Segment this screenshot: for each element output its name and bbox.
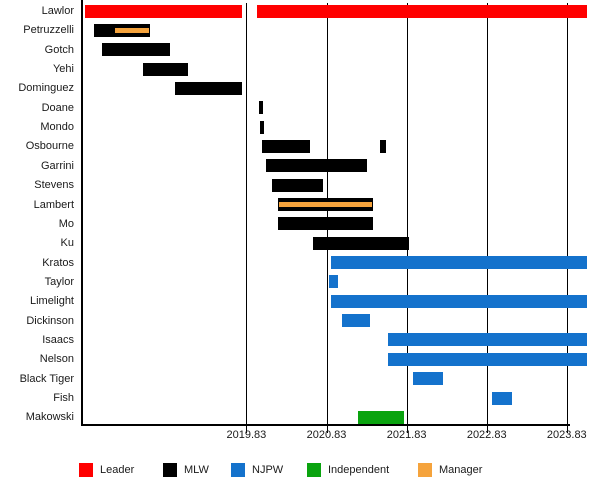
bar-doane bbox=[259, 101, 264, 115]
row-label-mo: Mo bbox=[58, 217, 74, 230]
row-label-petruzzelli: Petruzzelli bbox=[23, 24, 74, 37]
x-tick-2020.83 bbox=[326, 424, 328, 433]
row-label-limelight: Limelight bbox=[29, 295, 74, 308]
bar-dickinson bbox=[341, 314, 370, 328]
x-tick-2023.83 bbox=[566, 424, 568, 433]
row-label-doane: Doane bbox=[41, 101, 74, 114]
bar-lawlor bbox=[256, 4, 587, 18]
row-label-dominguez: Dominguez bbox=[18, 82, 74, 95]
bar-dominguez bbox=[175, 81, 243, 95]
row-label-lawlor: Lawlor bbox=[41, 5, 74, 17]
row-label-ku: Ku bbox=[60, 237, 74, 250]
overlay-manager-lambert bbox=[279, 202, 373, 207]
y-axis-line bbox=[81, 0, 83, 425]
row-label-garrini: Garrini bbox=[40, 159, 74, 172]
legend-label-independent: Independent bbox=[328, 464, 390, 476]
gridline-2023.83 bbox=[566, 3, 568, 424]
x-axis-line bbox=[81, 424, 570, 426]
x-tick-label: 2022.83 bbox=[466, 429, 507, 441]
legend-swatch-manager bbox=[418, 463, 432, 477]
bar-nelson bbox=[388, 352, 587, 366]
bar-yehi bbox=[143, 62, 188, 76]
row-label-yehi: Yehi bbox=[52, 63, 74, 76]
row-label-taylor: Taylor bbox=[44, 275, 74, 288]
row-label-black-tiger: Black Tiger bbox=[19, 372, 74, 385]
x-tick-2022.83 bbox=[486, 424, 488, 433]
bar-limelight bbox=[330, 294, 587, 308]
legend-swatch-mlw bbox=[163, 463, 177, 477]
bar-kratos bbox=[330, 256, 587, 270]
bar-makowski bbox=[357, 410, 405, 424]
bar-fish bbox=[492, 391, 513, 405]
row-label-stevens: Stevens bbox=[34, 179, 74, 192]
row-label-nelson: Nelson bbox=[39, 353, 74, 366]
gridline-2019.83 bbox=[246, 3, 248, 424]
row-label-makowski: Makowski bbox=[25, 411, 74, 424]
bar-isaacs bbox=[388, 333, 587, 347]
gridline-2021.83 bbox=[406, 3, 408, 424]
row-label-kratos: Kratos bbox=[42, 256, 74, 269]
bar-ku bbox=[312, 236, 409, 250]
x-tick-label: 2019.83 bbox=[226, 429, 267, 441]
bar-mondo bbox=[260, 120, 265, 134]
row-label-fish: Fish bbox=[53, 392, 74, 404]
x-tick-label: 2021.83 bbox=[386, 429, 427, 441]
row-label-lambert: Lambert bbox=[33, 198, 74, 211]
bar-taylor bbox=[328, 275, 338, 289]
legend-label-leader: Leader bbox=[100, 464, 135, 476]
x-tick-2019.83 bbox=[246, 424, 248, 433]
bar-gotch bbox=[102, 43, 171, 57]
bar-stevens bbox=[272, 178, 324, 192]
row-label-gotch: Gotch bbox=[44, 43, 74, 56]
bar-black-tiger bbox=[413, 372, 443, 386]
x-tick-2021.83 bbox=[406, 424, 408, 433]
bar-mo bbox=[278, 217, 373, 231]
row-label-osbourne: Osbourne bbox=[25, 140, 74, 153]
legend-swatch-leader bbox=[79, 463, 93, 477]
x-tick-label: 2020.83 bbox=[306, 429, 347, 441]
overlay-manager-petruzzelli bbox=[115, 27, 149, 33]
row-label-mondo: Mondo bbox=[40, 121, 74, 134]
row-label-dickinson: Dickinson bbox=[26, 314, 74, 327]
legend-label-njpw: NJPW bbox=[252, 464, 284, 476]
legend-swatch-njpw bbox=[231, 463, 245, 477]
gridline-2020.83 bbox=[326, 3, 328, 424]
x-tick-label: 2023.83 bbox=[546, 429, 587, 441]
legend-label-manager: Manager bbox=[439, 464, 483, 476]
bar-lawlor bbox=[84, 4, 243, 18]
legend-label-mlw: MLW bbox=[184, 464, 209, 476]
bar-garrini bbox=[265, 159, 368, 173]
gridline-2022.83 bbox=[486, 3, 488, 424]
bar-osbourne bbox=[261, 139, 310, 153]
legend-swatch-independent bbox=[307, 463, 321, 477]
bar-osbourne bbox=[380, 139, 386, 153]
row-label-isaacs: Isaacs bbox=[42, 333, 74, 346]
